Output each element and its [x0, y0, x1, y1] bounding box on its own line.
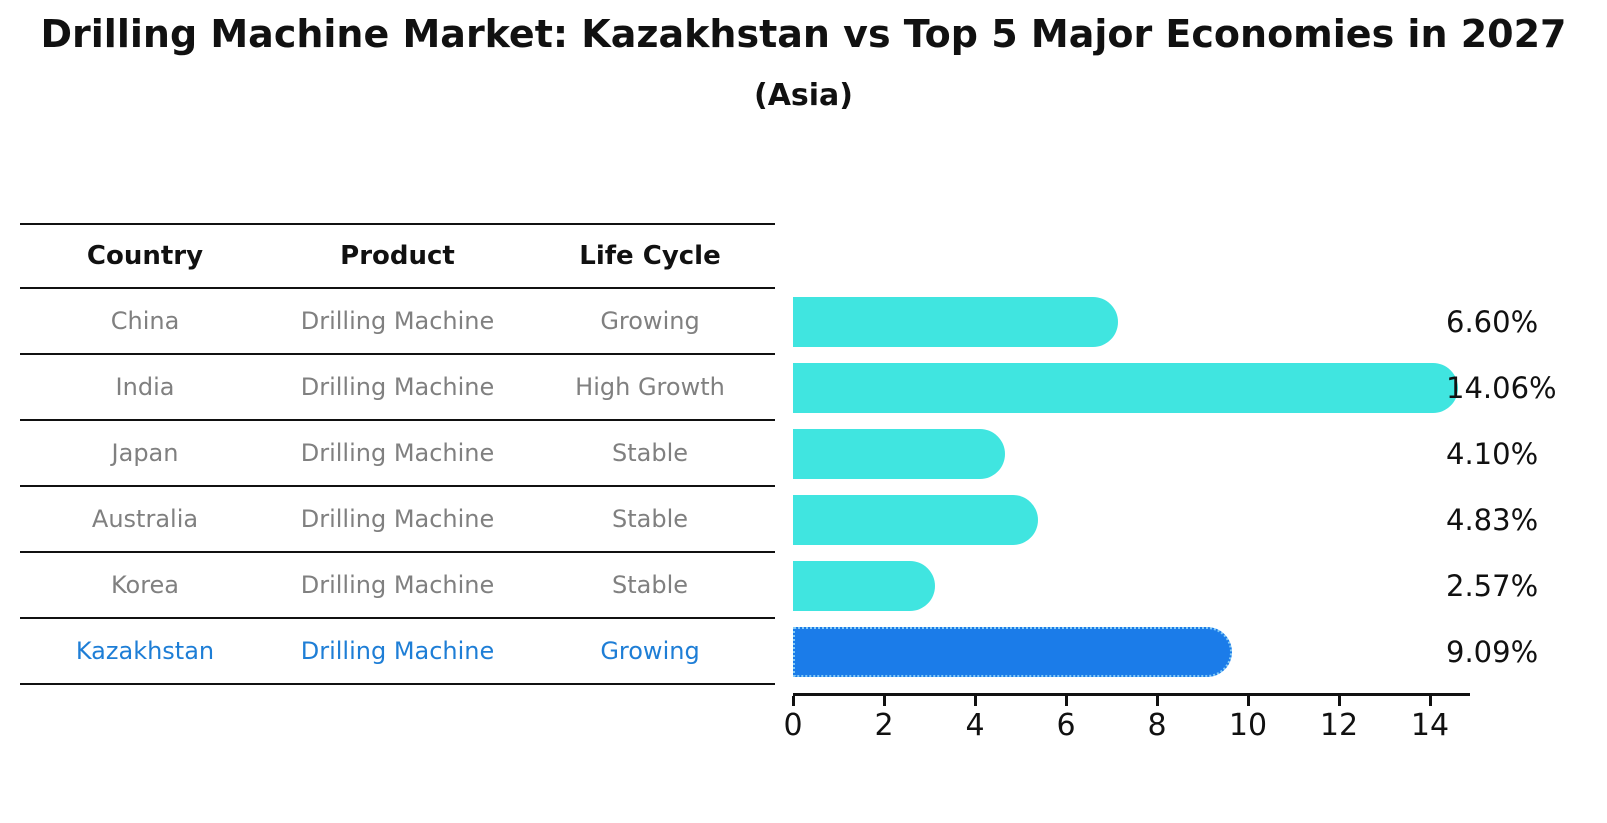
table-cell-country: Kazakhstan — [75, 637, 215, 665]
table-cell-country: Japan — [111, 439, 179, 467]
column-header-product: Product — [340, 241, 455, 271]
chart-subtitle: (Asia) — [753, 78, 854, 113]
table-cell-lifecycle: High Growth — [575, 373, 725, 401]
bar-australia — [793, 495, 1038, 545]
table-cell-product: Drilling Machine — [300, 373, 495, 401]
x-axis-tick-label-4: 4 — [965, 708, 985, 743]
bar-kazakhstan — [793, 627, 1232, 677]
table-cell-lifecycle: Stable — [611, 571, 689, 599]
table-cell-country: China — [110, 307, 180, 335]
value-label-china: 6.60% — [1446, 305, 1539, 339]
x-axis-tick-4 — [974, 696, 977, 706]
x-axis-tick-label-10: 10 — [1228, 708, 1268, 743]
x-axis-tick-8 — [1156, 696, 1159, 706]
x-axis-tick-label-2: 2 — [874, 708, 894, 743]
chart-title: Drilling Machine Market: Kazakhstan vs T… — [40, 12, 1567, 56]
table-cell-product: Drilling Machine — [300, 571, 495, 599]
table-cell-country: Korea — [110, 571, 180, 599]
table-header-row: Country Product Life Cycle — [20, 223, 775, 289]
column-header-lifecycle: Life Cycle — [579, 241, 721, 271]
x-axis-tick-14 — [1429, 696, 1432, 706]
table-cell-lifecycle: Stable — [611, 439, 689, 467]
country-product-table: Country Product Life Cycle China Drillin… — [20, 223, 775, 685]
x-axis-tick-10 — [1247, 696, 1250, 706]
table-row: Korea Drilling Machine Stable — [20, 553, 775, 619]
value-label-kazakhstan: 9.09% — [1446, 635, 1539, 669]
table-cell-country: India — [115, 373, 175, 401]
value-label-india: 14.06% — [1446, 371, 1557, 405]
table-cell-product: Drilling Machine — [300, 637, 495, 665]
table-cell-lifecycle: Stable — [611, 505, 689, 533]
x-axis-tick-label-8: 8 — [1147, 708, 1167, 743]
x-axis-tick-label-12: 12 — [1319, 708, 1359, 743]
table-cell-product: Drilling Machine — [300, 307, 495, 335]
table-row: Kazakhstan Drilling Machine Growing — [20, 619, 775, 685]
x-axis-tick-label-0: 0 — [783, 708, 803, 743]
table-cell-country: Australia — [91, 505, 199, 533]
x-axis-tick-label-14: 14 — [1410, 708, 1450, 743]
x-axis-tick-6 — [1065, 696, 1068, 706]
bar-china — [793, 297, 1118, 347]
value-label-australia: 4.83% — [1446, 503, 1539, 537]
bar-india — [793, 363, 1458, 413]
x-axis-tick-2 — [883, 696, 886, 706]
table-row: Japan Drilling Machine Stable — [20, 421, 775, 487]
value-label-korea: 2.57% — [1446, 569, 1539, 603]
table-cell-lifecycle: Growing — [600, 307, 700, 335]
x-axis-tick-label-6: 6 — [1056, 708, 1076, 743]
value-label-japan: 4.10% — [1446, 437, 1539, 471]
x-axis-line — [793, 693, 1470, 696]
table-cell-lifecycle: Growing — [600, 637, 700, 665]
table-row: India Drilling Machine High Growth — [20, 355, 775, 421]
table-row: Australia Drilling Machine Stable — [20, 487, 775, 553]
x-axis-tick-12 — [1338, 696, 1341, 706]
x-axis-tick-0 — [792, 696, 795, 706]
table-cell-product: Drilling Machine — [300, 505, 495, 533]
column-header-country: Country — [86, 241, 204, 271]
bar-japan — [793, 429, 1005, 479]
table-cell-product: Drilling Machine — [300, 439, 495, 467]
table-row: China Drilling Machine Growing — [20, 289, 775, 355]
bar-korea — [793, 561, 935, 611]
